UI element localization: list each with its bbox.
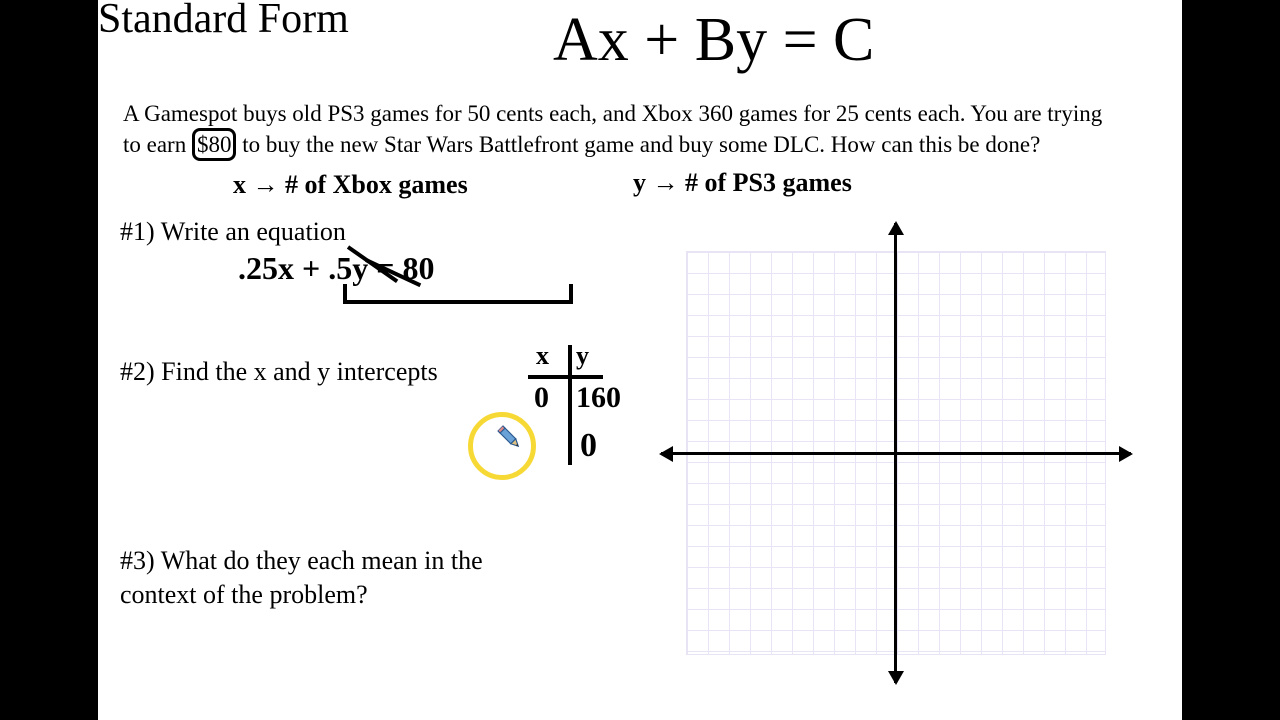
problem-part-2: to buy the new Star Wars Battlefront gam… <box>236 132 1040 157</box>
table-vertical-line <box>568 345 572 465</box>
circled-amount: $80 <box>192 128 237 162</box>
table-r1-x: 0 <box>534 381 549 415</box>
problem-text: A Gamespot buys old PS3 games for 50 cen… <box>123 100 1123 161</box>
equation-handwritten: .25x + .5y = 80 <box>238 250 434 287</box>
equation-bracket <box>343 284 573 304</box>
variable-x-definition: x → # of Xbox games <box>233 170 468 200</box>
page-title: Standard Form <box>98 0 349 43</box>
table-horizontal-line <box>528 375 603 379</box>
slide-page: Standard Form Ax + By = C A Gamespot buy… <box>98 0 1182 720</box>
question-1: #1) Write an equation <box>120 217 346 247</box>
table-r1-y: 160 <box>576 381 621 415</box>
y-axis <box>894 223 897 683</box>
table-head-x: x <box>536 341 549 371</box>
variable-y-definition: y → # of PS3 games <box>633 168 852 198</box>
question-3: #3) What do they each mean in the contex… <box>120 544 520 612</box>
coordinate-graph <box>686 243 1106 663</box>
question-2: #2) Find the x and y intercepts <box>120 357 438 387</box>
table-head-y: y <box>576 341 589 371</box>
table-r2-y: 0 <box>580 427 597 465</box>
standard-form-formula: Ax + By = C <box>553 5 874 76</box>
